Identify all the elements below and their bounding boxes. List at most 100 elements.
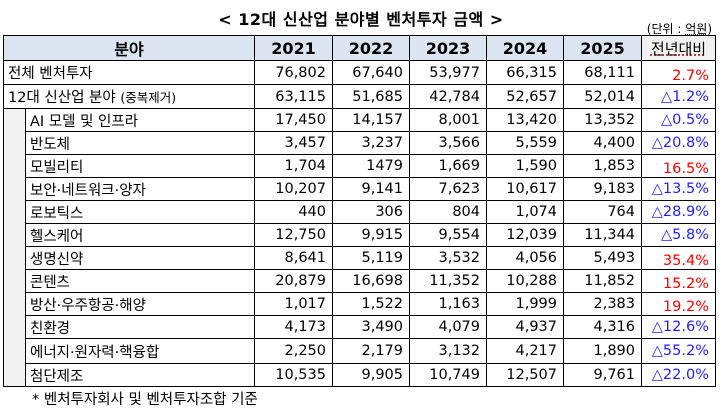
cell-2023: 3,132 <box>409 338 487 364</box>
indent-spacer <box>3 246 26 270</box>
header-yoy: 전년대비 <box>641 35 716 61</box>
cell-yoy: △12.6% <box>641 315 716 339</box>
cell-2023: 7,623 <box>409 177 487 201</box>
cell-2023: 1,163 <box>409 292 487 316</box>
cell-2024: 1,074 <box>486 200 564 224</box>
header-year-2023: 2023 <box>409 35 487 61</box>
cell-2021: 76,802 <box>254 60 333 85</box>
header-year-2022: 2022 <box>332 35 410 61</box>
cell-2025: 11,852 <box>563 269 642 293</box>
row-label: 첨단제조 <box>25 363 255 387</box>
cell-2022: 9,915 <box>332 223 410 247</box>
row-label-text: 12대 신산업 분야 <box>8 90 116 106</box>
cell-2023: 804 <box>409 200 487 224</box>
cell-2021: 17,450 <box>254 108 333 132</box>
cell-2024: 13,420 <box>486 108 564 132</box>
row-label: 생명신약 <box>25 246 255 270</box>
table-row: 콘텐츠 20,879 16,698 11,352 10,288 11,852 15.2% <box>3 269 716 293</box>
cell-2022: 5,119 <box>332 246 410 270</box>
cell-2023: 3,566 <box>409 131 487 155</box>
cell-2022: 3,490 <box>332 315 410 339</box>
cell-yoy: △1.2% <box>641 84 716 109</box>
cell-2022: 51,685 <box>332 84 410 109</box>
cell-2025: 9,183 <box>563 177 642 201</box>
cell-2022: 1,522 <box>332 292 410 316</box>
cell-2024: 52,657 <box>486 84 564 109</box>
cell-2023: 4,079 <box>409 315 487 339</box>
cell-yoy: △55.2% <box>641 338 716 364</box>
indent-spacer <box>3 200 26 224</box>
cell-2023: 9,554 <box>409 223 487 247</box>
cell-yoy: 16.5% <box>641 154 716 178</box>
table-row: 보안·네트워크·양자 10,207 9,141 7,623 10,617 9,183 △13… <box>3 177 716 201</box>
table-title: < 12대 신산업 분야별 벤처투자 금액 > <box>218 10 504 29</box>
cell-yoy: △13.5% <box>641 177 716 201</box>
cell-2022: 2,179 <box>332 338 410 364</box>
table-row: 방산·우주항공·해양 1,017 1,522 1,163 1,999 2,383 19.2% <box>3 292 716 316</box>
indent-spacer <box>3 338 26 364</box>
cell-2025: 4,316 <box>563 315 642 339</box>
cell-2025: 52,014 <box>563 84 642 109</box>
cell-yoy: △20.8% <box>641 131 716 155</box>
table-row: 모빌리티 1,704 1479 1,669 1,590 1,853 16.5% <box>3 154 716 178</box>
row-label: 전체 벤처투자 <box>3 60 255 85</box>
cell-yoy: 35.4% <box>641 246 716 270</box>
row-label: 콘텐츠 <box>25 269 255 293</box>
cell-2022: 67,640 <box>332 60 410 85</box>
cell-2023: 1,669 <box>409 154 487 178</box>
cell-2025: 11,344 <box>563 223 642 247</box>
row-label: 12대 신산업 분야 (중복제거) <box>3 84 255 109</box>
table-row: AI 모델 및 인프라 17,450 14,157 8,001 13,420 13,352… <box>3 108 716 132</box>
cell-2022: 14,157 <box>332 108 410 132</box>
cell-2021: 440 <box>254 200 333 224</box>
cell-2025: 13,352 <box>563 108 642 132</box>
cell-yoy: △22.0% <box>641 363 716 387</box>
cell-yoy: △28.9% <box>641 200 716 224</box>
row-label: 반도체 <box>25 131 255 155</box>
header-year-2025: 2025 <box>563 35 642 61</box>
cell-2023: 3,532 <box>409 246 487 270</box>
table-row-total: 전체 벤처투자 76,802 67,640 53,977 66,315 68,1… <box>3 60 716 85</box>
cell-yoy: 19.2% <box>641 292 716 316</box>
cell-2025: 2,383 <box>563 292 642 316</box>
cell-2021: 2,250 <box>254 338 333 364</box>
header-category: 분야 <box>3 35 255 61</box>
row-label-note: (중복제거) <box>120 90 177 105</box>
table-row-sector12: 12대 신산업 분야 (중복제거) 63,115 51,685 42,784 5… <box>3 84 716 109</box>
unit-suffix: ) <box>707 22 712 36</box>
table-row: 첨단제조 10,535 9,905 10,749 12,507 9,761 △22.0% <box>3 363 716 387</box>
cell-2022: 3,237 <box>332 131 410 155</box>
sub-rows: AI 모델 및 인프라 17,450 14,157 8,001 13,420 13,352… <box>3 108 716 387</box>
header-yoy-label: 전년대비 <box>650 39 707 58</box>
cell-2022: 306 <box>332 200 410 224</box>
table-row: 반도체 3,457 3,237 3,566 5,559 4,400 △20.8% <box>3 131 716 155</box>
row-label: 보안·네트워크·양자 <box>25 177 255 201</box>
cell-2021: 8,641 <box>254 246 333 270</box>
cell-2024: 1,590 <box>486 154 564 178</box>
header-row: 분야 2021 2022 2023 2024 2025 전년대비 <box>3 35 716 61</box>
indent-spacer <box>3 177 26 201</box>
cell-2024: 10,288 <box>486 269 564 293</box>
indent-spacer <box>3 154 26 178</box>
row-label: 로보틱스 <box>25 200 255 224</box>
cell-2022: 1479 <box>332 154 410 178</box>
cell-yoy: △5.8% <box>641 223 716 247</box>
cell-2024: 4,937 <box>486 315 564 339</box>
cell-2022: 9,905 <box>332 363 410 387</box>
row-label: 친환경 <box>25 315 255 339</box>
cell-2021: 10,207 <box>254 177 333 201</box>
cell-2021: 12,750 <box>254 223 333 247</box>
unit-value: 억원 <box>685 22 708 36</box>
table-row: 에너지·원자력·핵융합 2,250 2,179 3,132 4,217 1,890 △55.… <box>3 338 716 364</box>
indent-spacer <box>3 223 26 247</box>
cell-2021: 10,535 <box>254 363 333 387</box>
cell-2021: 4,173 <box>254 315 333 339</box>
row-label: 에너지·원자력·핵융합 <box>25 338 255 364</box>
header-year-2024: 2024 <box>486 35 564 61</box>
cell-yoy: △0.5% <box>641 108 716 132</box>
cell-2024: 4,056 <box>486 246 564 270</box>
row-label: 헬스케어 <box>25 223 255 247</box>
cell-2023: 53,977 <box>409 60 487 85</box>
cell-yoy: 15.2% <box>641 269 716 293</box>
cell-2025: 5,493 <box>563 246 642 270</box>
